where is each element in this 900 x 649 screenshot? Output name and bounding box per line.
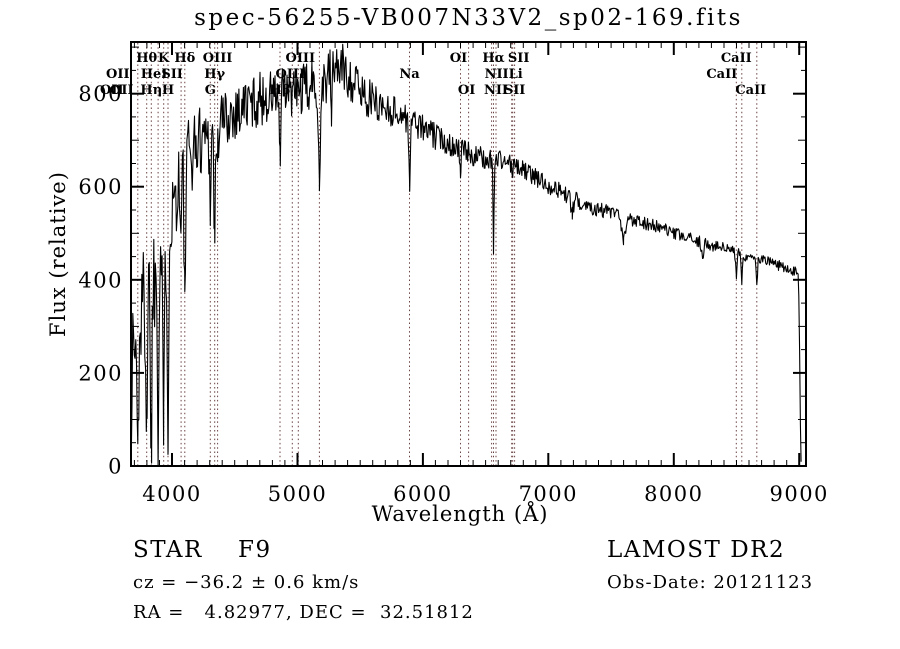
- spectrum-trace: [130, 43, 802, 466]
- line-label: K: [158, 51, 170, 66]
- y-axis-label: Flux (relative): [46, 171, 70, 337]
- line-label: CaII: [721, 51, 752, 66]
- object-class-text: STAR F9: [133, 537, 272, 563]
- y-tick-label: 400: [78, 268, 123, 292]
- line-label: SII: [508, 51, 530, 66]
- survey-release-text: LAMOST DR2: [607, 537, 786, 563]
- line-label: CaII: [735, 83, 766, 98]
- line-label: OII: [100, 83, 124, 98]
- line-label: Na: [399, 67, 420, 82]
- spectral-line-markers: [137, 43, 758, 465]
- tick-labels: 4000 5000 6000 7000 8000 9000 0 200 400 600 800: [78, 82, 828, 506]
- obs-date-text: Obs-Date: 20121123: [607, 572, 814, 593]
- line-label: Hα: [482, 51, 504, 66]
- y-tick-label: 0: [108, 455, 123, 479]
- x-tick-label: 9000: [769, 482, 828, 506]
- line-label: OI: [458, 83, 475, 98]
- line-label: SII: [161, 67, 183, 82]
- x-tick-label: 8000: [644, 482, 703, 506]
- axes-frame: [130, 41, 807, 467]
- x-tick-label: 4000: [142, 482, 201, 506]
- line-label: OIII: [286, 51, 316, 66]
- line-label: OIII: [203, 51, 233, 66]
- line-label: SII: [504, 83, 526, 98]
- plot-title: spec-56255-VB007N33V2_sp02-169.fits: [194, 5, 743, 31]
- cz-velocity-text: cz = −36.2 ± 0.6 km/s: [133, 572, 360, 593]
- y-tick-label: 600: [78, 175, 123, 199]
- line-label: NII: [485, 67, 509, 82]
- y-tick-label: 200: [78, 361, 123, 385]
- line-label: OII: [106, 67, 130, 82]
- line-label: Hδ: [174, 51, 195, 66]
- line-label: NII: [484, 83, 508, 98]
- line-label: OI: [450, 51, 467, 66]
- ra-dec-text: RA = 4.82977, DEC = 32.51812: [133, 602, 474, 623]
- line-label: Hη: [140, 83, 162, 98]
- line-label: OII: [110, 83, 134, 98]
- line-label: HeI: [141, 67, 168, 82]
- x-axis-label: Wavelength (Å): [371, 502, 549, 526]
- line-label: G: [205, 83, 216, 98]
- line-label: H: [162, 83, 174, 98]
- x-tick-label: 7000: [519, 482, 578, 506]
- line-label: CaII: [706, 67, 737, 82]
- line-label: Hθ: [136, 51, 157, 66]
- x-tick-label: 6000: [393, 482, 452, 506]
- line-label: Li: [509, 67, 523, 82]
- line-label: Hγ: [204, 67, 225, 82]
- x-tick-label: 5000: [268, 482, 327, 506]
- y-tick-label: 800: [78, 82, 123, 106]
